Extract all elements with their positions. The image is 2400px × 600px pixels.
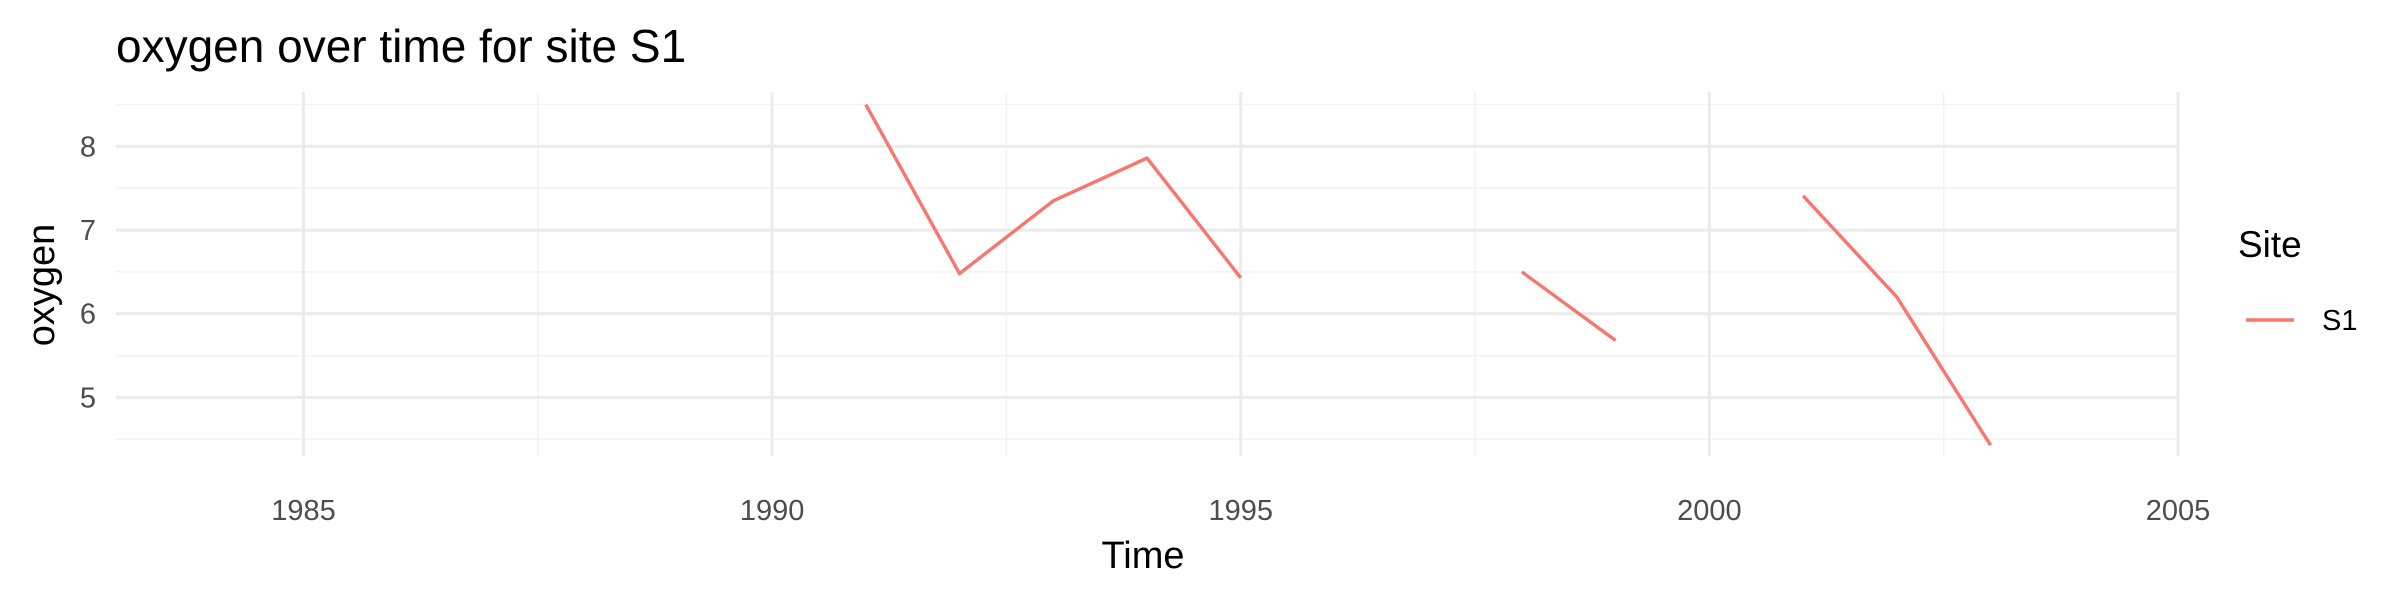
series-S1-segment-2 <box>1801 194 1992 447</box>
x-tick-label-2000: 2000 <box>1677 495 1742 527</box>
grid <box>116 92 2180 456</box>
x-tick-label-2005: 2005 <box>2146 495 2211 527</box>
series-S1-segment-0 <box>864 103 1243 279</box>
legend-title: Site <box>2238 224 2302 265</box>
y-tick-label-6: 6 <box>80 299 96 331</box>
y-axis-title: oxygen <box>21 224 63 347</box>
chart-title: oxygen over time for site S1 <box>116 20 686 72</box>
x-tick-label-1990: 1990 <box>740 495 805 527</box>
series-S1-segment-1 <box>1520 270 1617 342</box>
x-tick-label-1985: 1985 <box>271 495 336 527</box>
legend-label-S1: S1 <box>2322 305 2357 337</box>
x-axis-tick-labels: 1985 1990 1995 2000 2005 <box>271 495 2210 527</box>
y-tick-label-5: 5 <box>80 382 96 414</box>
x-axis-title: Time <box>1101 535 1184 577</box>
x-tick-label-1995: 1995 <box>1208 495 1273 527</box>
y-axis-tick-labels: 5 6 7 8 <box>80 131 96 414</box>
legend: Site S1 <box>2238 224 2357 337</box>
legend-items: S1 <box>2246 305 2357 337</box>
y-tick-label-7: 7 <box>80 215 96 247</box>
y-tick-label-8: 8 <box>80 131 96 163</box>
series-layer <box>864 103 1992 447</box>
